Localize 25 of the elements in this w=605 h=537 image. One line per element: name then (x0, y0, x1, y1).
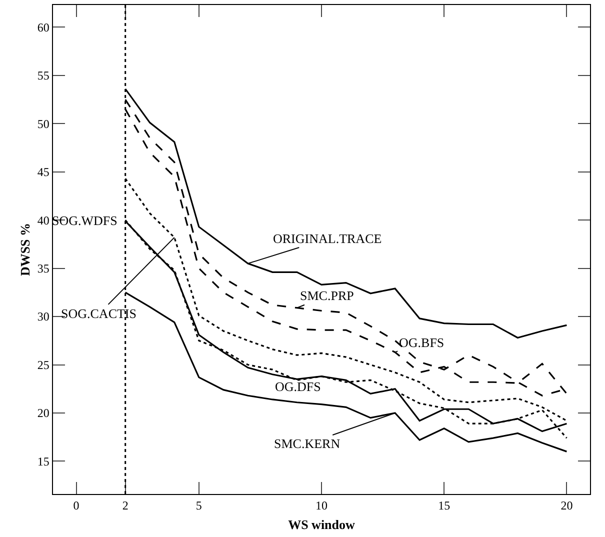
text: SOG.CACTIS (61, 306, 136, 321)
x-tick-label: 15 (438, 498, 450, 513)
series-label: OG.BFS (399, 335, 444, 350)
series-label: ORIGINAL.TRACE (273, 231, 382, 246)
series-label: SMC.PRP (300, 288, 354, 303)
y-tick-label: 20 (37, 406, 50, 420)
series-label: OG.DFS (275, 379, 321, 394)
y-tick-label: 25 (37, 358, 50, 372)
x-tick-label: 2 (122, 498, 128, 513)
series-label: SOG.WDFS (52, 213, 118, 228)
y-tick-label: 60 (37, 20, 50, 34)
x-tick-label: 10 (316, 498, 328, 513)
x-tick-label: 5 (196, 498, 202, 513)
y-tick-label: 45 (37, 165, 50, 180)
y-axis-title: DWSS % (17, 222, 32, 276)
y-tick-label: 35 (37, 262, 50, 276)
y-tick-label: 30 (37, 310, 50, 324)
x-tick-label: 0 (73, 498, 80, 513)
y-tick-label: 50 (37, 116, 50, 131)
x-axis-title: WS window (288, 517, 356, 532)
y-tick-label: 40 (37, 213, 50, 228)
x-tick-label: 20 (560, 498, 573, 513)
text: SMC.KERN (274, 436, 341, 451)
y-tick-label: 55 (37, 68, 50, 83)
y-tick-label: 15 (37, 454, 50, 468)
